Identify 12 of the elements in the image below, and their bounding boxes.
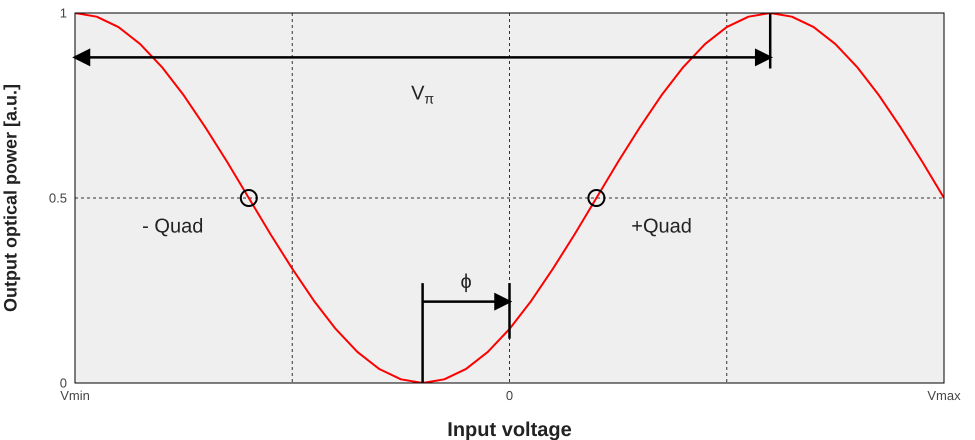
- annotation: ϕ: [460, 271, 472, 294]
- y-tick-label: 1: [60, 6, 67, 21]
- y-tick-label: 0.5: [48, 190, 67, 206]
- y-axis-title: Output optical power [a.u.]: [0, 84, 20, 312]
- annotation: V$_{π}$: [411, 82, 434, 107]
- annotation: +Quad: [631, 216, 692, 238]
- x-tick-label: 0: [506, 388, 514, 404]
- annotation: - Quad: [142, 216, 204, 238]
- y-tick-label: 0: [60, 376, 67, 391]
- x-tick-label: Vmax: [927, 388, 962, 404]
- x-axis-title: Input voltage: [447, 419, 572, 440]
- x-tick-label: Vmin: [60, 388, 90, 404]
